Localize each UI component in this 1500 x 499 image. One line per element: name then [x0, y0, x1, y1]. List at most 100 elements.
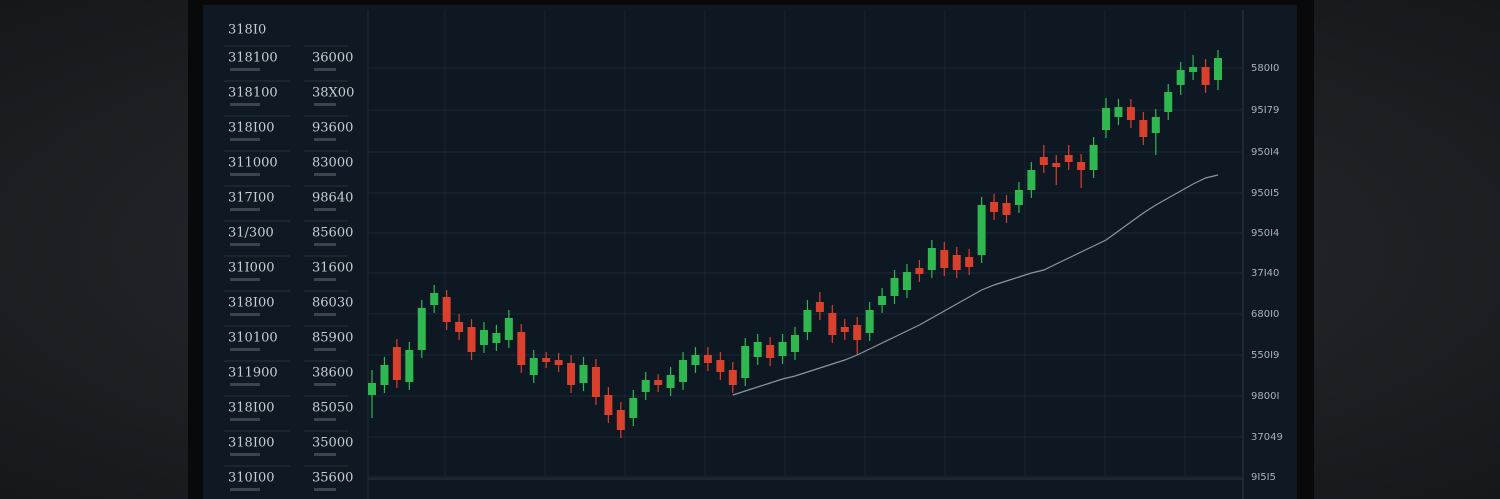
candle-body: [1014, 190, 1023, 205]
book-header: 318I0: [228, 23, 266, 38]
row-sublabel: [314, 103, 336, 106]
candle-body: [853, 325, 862, 340]
row-sublabel: [314, 453, 336, 456]
book-amount: 86030: [312, 296, 353, 311]
candle-body: [940, 250, 949, 268]
book-amount: 38600: [312, 366, 353, 381]
candle-body: [654, 380, 663, 385]
candle-body: [604, 395, 613, 415]
candle-body: [1027, 170, 1036, 190]
book-price: 318100: [228, 51, 278, 66]
candle-body: [455, 322, 464, 332]
y-tick-label: 580I0: [1251, 63, 1279, 74]
candle-body: [417, 308, 426, 350]
candle-body: [442, 297, 451, 322]
candle-body: [616, 410, 625, 430]
candle-body: [878, 296, 887, 305]
candle-body: [629, 398, 638, 418]
book-amount: 85900: [312, 331, 353, 346]
book-price: 311000: [228, 156, 278, 171]
candle-body: [791, 335, 799, 352]
y-tick-label: 37049: [1251, 432, 1283, 443]
row-sublabel: [314, 208, 336, 211]
candle-body: [890, 278, 899, 296]
candle-body: [815, 302, 824, 312]
candle-body: [641, 380, 650, 392]
order-book: 318100 36000 318100 38X00 318I00 93600 311000 8…: [224, 45, 354, 491]
candle-body: [965, 257, 974, 267]
row-sublabel: [230, 383, 260, 386]
y-tick-label: 9I5I5: [1251, 472, 1276, 483]
candle-body: [728, 370, 737, 385]
y-tick-label: 37I40: [1251, 268, 1279, 279]
row-sublabel: [314, 173, 336, 176]
book-price: 311900: [228, 366, 278, 381]
row-sublabel: [230, 453, 260, 456]
y-tick-label: 950I5: [1251, 188, 1279, 199]
row-sublabel: [230, 208, 260, 211]
moving-average: [732, 174, 1219, 396]
row-sublabel: [230, 313, 260, 316]
candle-body: [766, 345, 775, 358]
candle-body: [479, 330, 488, 345]
candle-body: [368, 383, 376, 395]
candle-body: [1002, 203, 1011, 215]
row-sublabel: [314, 243, 336, 246]
candle-body: [1139, 120, 1148, 137]
candle-body: [392, 347, 401, 380]
candle-body: [430, 293, 439, 305]
candle-body: [517, 332, 526, 365]
book-amount: 38X00: [312, 86, 354, 101]
row-sublabel: [314, 68, 336, 71]
row-sublabel: [230, 348, 260, 351]
candle-body: [1164, 92, 1173, 112]
row-sublabel: [230, 488, 260, 491]
candle-body: [492, 333, 501, 343]
row-sublabel: [230, 243, 260, 246]
candle-body: [952, 255, 961, 270]
book-price: 31I000: [228, 261, 275, 276]
candle-body: [1201, 67, 1210, 85]
candle-body: [579, 365, 588, 383]
candle-body: [679, 360, 688, 382]
row-sublabel: [314, 313, 336, 316]
row-sublabel: [230, 138, 260, 141]
book-amount: 35000: [312, 436, 353, 451]
candle-body: [405, 350, 414, 382]
y-tick-label: 9800I: [1251, 391, 1279, 402]
book-price: 318I00: [228, 401, 275, 416]
candle-body: [1214, 58, 1222, 80]
book-price: 310100: [228, 331, 278, 346]
candle-body: [691, 355, 700, 365]
row-sublabel: [314, 348, 336, 351]
candle-body: [467, 327, 476, 352]
candle-body: [1102, 108, 1111, 130]
vertical-grid: [444, 10, 1186, 479]
row-sublabel: [314, 418, 336, 421]
y-tick-label: 550I9: [1251, 350, 1279, 361]
candle-body: [803, 310, 812, 332]
row-sublabel: [230, 173, 260, 176]
candle-body: [1039, 157, 1048, 165]
row-sublabel: [230, 103, 260, 106]
candle-body: [567, 363, 576, 385]
candle-body: [865, 310, 874, 333]
candle-body: [915, 268, 924, 274]
candle-body: [1176, 70, 1185, 85]
book-amount: 98640: [312, 191, 353, 206]
candle-body: [542, 358, 551, 362]
candle-body: [1089, 145, 1098, 170]
y-tick-label: 680I0: [1251, 309, 1279, 320]
book-price: 318I00: [228, 121, 275, 136]
row-sublabel: [230, 278, 260, 281]
book-amount: 93600: [312, 121, 353, 136]
row-sublabel: [230, 418, 260, 421]
y-tick-label: 950I4: [1251, 228, 1279, 239]
candle-body: [380, 365, 389, 385]
candles: [368, 50, 1222, 438]
candle-body: [529, 358, 538, 375]
candle-body: [1151, 117, 1160, 133]
book-amount: 85050: [312, 401, 353, 416]
